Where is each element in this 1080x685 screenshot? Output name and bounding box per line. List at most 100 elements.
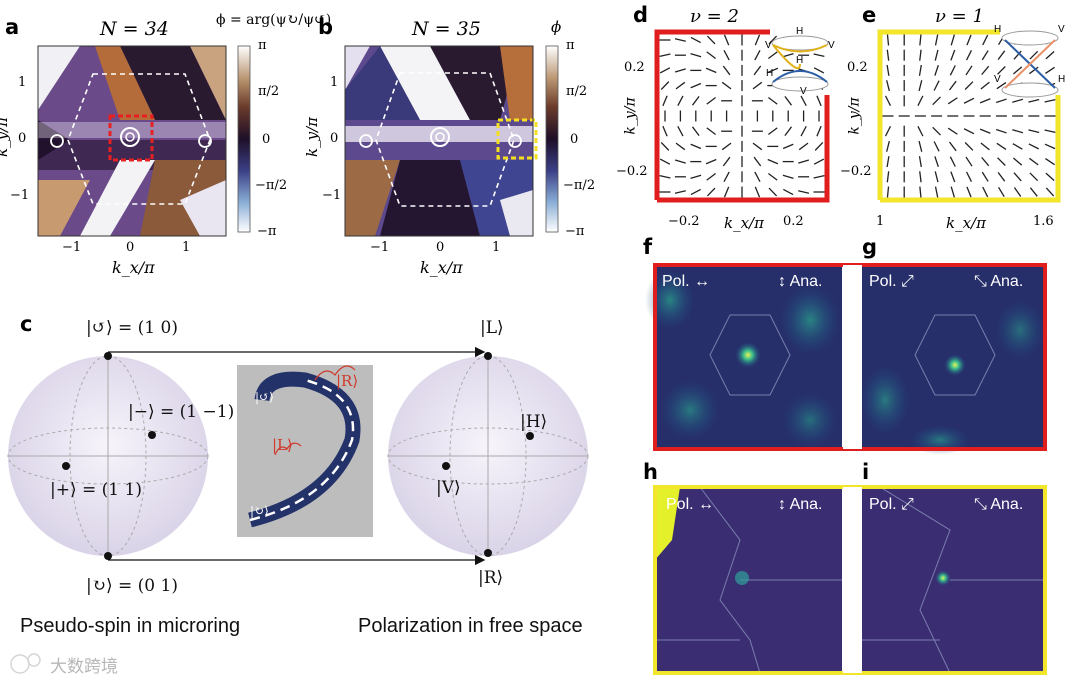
vector-arrow (919, 34, 922, 46)
panel-a-ytick-0: 0 (18, 131, 27, 146)
microring-inset (237, 365, 373, 537)
panel-b-title: N = 35 (412, 18, 481, 40)
vector-arrow (798, 190, 810, 194)
vector-arrow (918, 64, 922, 76)
vector-arrow (965, 49, 973, 61)
panel-b-ytick-0: 0 (330, 131, 339, 146)
panel-b-cbar-pi: π (566, 38, 575, 53)
vector-arrow (886, 186, 890, 198)
panel-e-xtick-1: 1 (876, 214, 885, 229)
panel-b-ylabel: k_y/π (302, 117, 321, 157)
vector-arrow (1028, 129, 1040, 134)
panel-e-xlabel: k_x/π (946, 214, 986, 232)
caption-free-space: Polarization in free space (358, 615, 583, 637)
panel-d-xlabel: k_x/π (724, 214, 764, 232)
vector-arrow (674, 159, 686, 164)
left-bloch-sphere (7, 352, 209, 560)
vector-arrow (982, 34, 989, 46)
vector-arrow (1013, 157, 1023, 166)
vector-arrow (813, 174, 825, 179)
vector-arrow (723, 34, 730, 46)
vector-arrow (768, 127, 778, 136)
vector-arrow (754, 34, 761, 46)
panel-a-xlabel: k_x/π (112, 258, 155, 277)
vector-arrow (995, 128, 1007, 134)
vector-arrow (721, 81, 732, 90)
panel-label-a: a (5, 15, 20, 39)
panel-d-cone-h3: H (766, 68, 774, 79)
vector-arrow (813, 67, 825, 74)
panel-label-d: d (633, 3, 649, 27)
vector-arrow (918, 140, 923, 152)
vector-arrow (1045, 66, 1055, 74)
vector-arrow (996, 82, 1007, 90)
vector-arrow (918, 156, 922, 168)
vector-arrow (662, 95, 668, 107)
vector-arrow (948, 80, 957, 91)
vector-arrow (949, 65, 956, 76)
vector-arrow (784, 96, 793, 106)
inset-ket-cw: |↻⟩ (250, 504, 269, 518)
vector-arrow (782, 143, 794, 150)
vector-arrow (917, 95, 924, 107)
panel-label-f: f (643, 235, 653, 259)
vector-arrow (674, 190, 686, 194)
vector-arrow (706, 172, 716, 181)
vector-arrow (886, 49, 890, 61)
vector-arrow (813, 158, 825, 165)
vector-arrow (963, 128, 975, 135)
vector-arrow (722, 156, 731, 167)
vector-arrow (691, 96, 700, 106)
panel-d-xtick-pos: 0.2 (783, 214, 804, 229)
panel-d-cone-v2: V (828, 40, 835, 51)
vector-arrow (706, 187, 716, 197)
vector-arrow (782, 174, 794, 179)
panel-d-cone-v3: V (800, 86, 807, 97)
vector-arrow (1029, 187, 1038, 197)
right-poincare-sphere (387, 352, 589, 557)
vector-arrow (886, 156, 890, 168)
vector-arrow (950, 49, 956, 61)
vector-arrow (886, 34, 890, 46)
vector-arrow (934, 64, 939, 76)
vector-arrow (964, 142, 974, 151)
vector-arrow (982, 186, 989, 198)
ket-R: |R⟩ (478, 568, 504, 588)
panel-a-ytick-1: 1 (18, 75, 27, 90)
vector-arrow (934, 171, 939, 183)
vector-arrow (690, 174, 702, 179)
panel-label-g: g (862, 235, 878, 259)
vector-arrow (754, 171, 761, 182)
inset-ket-L: |L⟩ (272, 436, 293, 454)
vector-arrow (919, 171, 922, 183)
panel-d-cone-v1: V (765, 40, 772, 51)
vector-arrow (997, 172, 1006, 182)
vector-arrow (706, 96, 716, 105)
vector-arrow (965, 65, 973, 76)
panel-a-cbar-pi: π (258, 38, 267, 53)
vector-arrow (997, 50, 1006, 60)
vector-arrow (981, 50, 989, 61)
vector-arrow (997, 157, 1006, 166)
vector-arrow (1045, 158, 1055, 166)
panel-e-nu: ν = 1 (935, 6, 984, 27)
vector-arrow (723, 50, 730, 61)
vector-arrow (934, 34, 939, 46)
panel-a-colorbar-title: ϕ = arg(ψ↻/ψ↺) (216, 12, 332, 28)
vector-arrow (690, 143, 702, 150)
vector-arrow (677, 95, 684, 106)
vector-arrow (1013, 66, 1023, 75)
panel-d-plot (654, 29, 830, 203)
vector-arrow (752, 142, 763, 151)
panel-a-cbar-halfpi: π/2 (258, 84, 280, 99)
vector-arrow (1028, 98, 1040, 103)
vector-arrow (816, 95, 822, 107)
vector-arrow (800, 95, 807, 106)
panel-a-xtick-0: 0 (126, 240, 135, 255)
panel-label-h: h (643, 460, 658, 484)
vector-arrow (754, 186, 761, 198)
panel-a-cbar-neghalfpi: −π/2 (255, 178, 288, 193)
ket-plus: |+⟩ = (1 1) (50, 480, 142, 500)
vector-arrow (659, 158, 671, 165)
